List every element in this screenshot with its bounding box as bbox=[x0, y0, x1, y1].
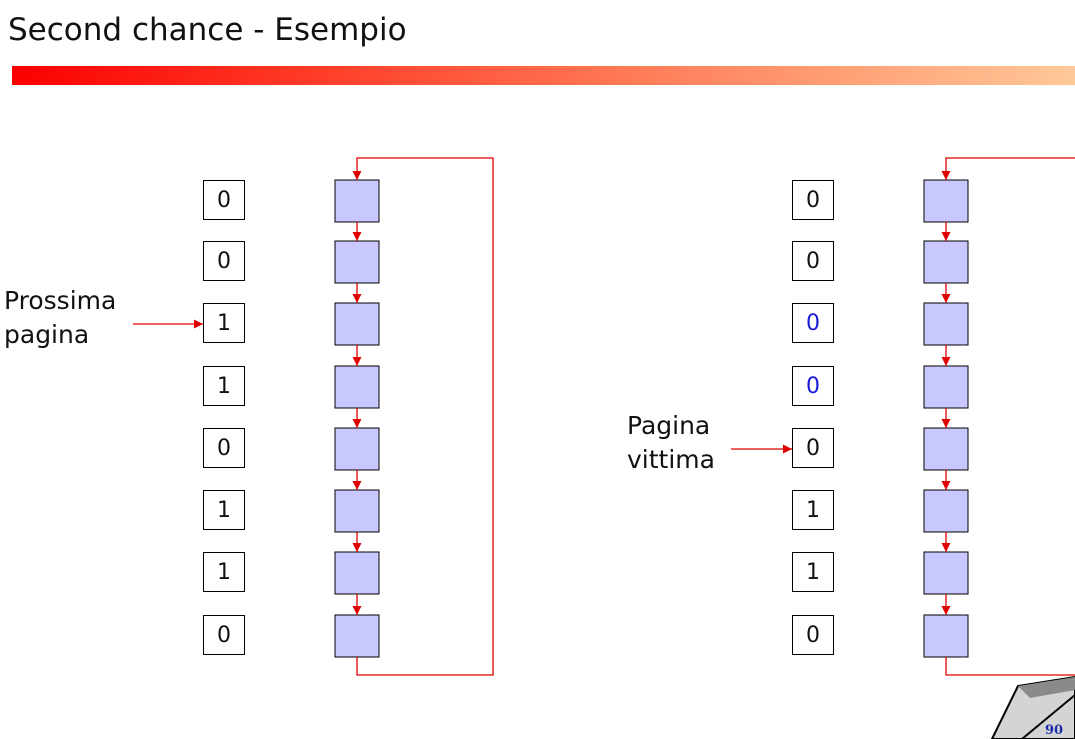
page-number: 90 bbox=[1045, 723, 1064, 738]
left-reference-bit-6: 1 bbox=[203, 490, 245, 530]
right-reference-bit-7: 1 bbox=[792, 552, 834, 592]
left-page-frame-4 bbox=[334, 365, 380, 409]
right-page-frame-3 bbox=[923, 302, 969, 346]
next-page-label-line-2: pagina bbox=[4, 320, 90, 349]
next-page-label-line-1: Prossima bbox=[4, 286, 117, 315]
right-page-frame-4 bbox=[923, 365, 969, 409]
left-reference-bit-5: 0 bbox=[203, 428, 245, 468]
right-reference-bit-8: 0 bbox=[792, 615, 834, 655]
page-curl-icon bbox=[990, 675, 1075, 739]
title-underline-bar bbox=[12, 66, 1075, 85]
right-reference-bit-3: 0 bbox=[792, 303, 834, 343]
right-reference-bit-1: 0 bbox=[792, 180, 834, 220]
left-reference-bit-4: 1 bbox=[203, 366, 245, 406]
right-circular-loop-arrow bbox=[941, 157, 1075, 676]
right-page-frame-5 bbox=[923, 427, 969, 471]
left-page-frame-2 bbox=[334, 240, 380, 284]
left-page-frame-6 bbox=[334, 489, 380, 533]
right-page-frame-7 bbox=[923, 551, 969, 595]
right-page-frame-1 bbox=[923, 179, 969, 223]
right-panel-graphics bbox=[731, 157, 1075, 676]
victim-page-label: Pagina vittima bbox=[627, 409, 715, 477]
left-page-frame-7 bbox=[334, 551, 380, 595]
next-page-label: Prossima pagina bbox=[4, 284, 116, 352]
left-page-frame-5 bbox=[334, 427, 380, 471]
left-page-frame-8 bbox=[334, 614, 380, 658]
left-reference-bit-1: 0 bbox=[203, 180, 245, 220]
right-reference-bit-4: 0 bbox=[792, 366, 834, 406]
left-circular-loop-arrow bbox=[352, 157, 494, 676]
right-page-frame-6 bbox=[923, 489, 969, 533]
right-page-frame-2 bbox=[923, 240, 969, 284]
victim-page-label-line-2: vittima bbox=[627, 445, 715, 474]
left-page-frame-3 bbox=[334, 302, 380, 346]
left-reference-bit-2: 0 bbox=[203, 241, 245, 281]
right-page-frame-8 bbox=[923, 614, 969, 658]
right-reference-bit-6: 1 bbox=[792, 490, 834, 530]
left-page-frame-1 bbox=[334, 179, 380, 223]
left-reference-bit-7: 1 bbox=[203, 552, 245, 592]
right-reference-bit-2: 0 bbox=[792, 241, 834, 281]
left-reference-bit-8: 0 bbox=[203, 615, 245, 655]
left-panel-graphics bbox=[133, 157, 494, 676]
left-reference-bit-3: 1 bbox=[203, 303, 245, 343]
right-reference-bit-5: 0 bbox=[792, 428, 834, 468]
slide-title: Second chance - Esempio bbox=[8, 12, 407, 48]
victim-page-label-line-1: Pagina bbox=[627, 411, 711, 440]
